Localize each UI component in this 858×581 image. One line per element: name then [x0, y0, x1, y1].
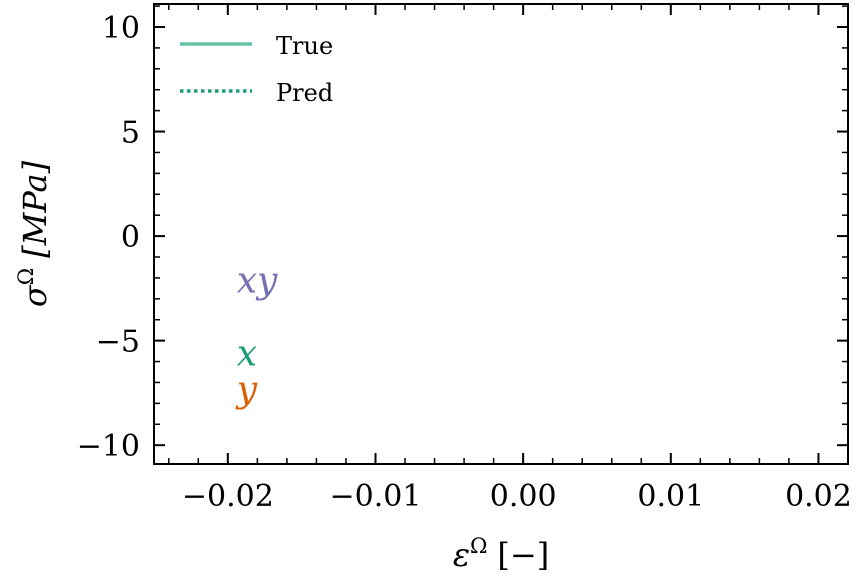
tick-labels: −0.02 −0.01 0.00 0.01 0.02 −10 −5 0 5 10	[77, 11, 852, 514]
annotation-x: x	[237, 334, 257, 375]
x-axis-label: εΩ [−]	[453, 534, 549, 574]
y-tick-label: −5	[96, 325, 140, 360]
plot-frame	[153, 3, 849, 465]
axis-ticks	[154, 4, 849, 464]
y-axis-label-base: σ	[16, 284, 54, 307]
y-axis-label-unit: [MPa]	[16, 160, 54, 257]
legend-label-pred: Pred	[276, 79, 333, 107]
x-tick-label: 0.02	[785, 479, 852, 514]
annotation-xy: xy	[237, 261, 278, 302]
y-tick-label: 10	[102, 11, 140, 46]
x-axis-label-base: ε	[453, 536, 470, 574]
x-tick-label: −0.02	[182, 479, 274, 514]
x-tick-label: −0.01	[330, 479, 422, 514]
annotations: xy xy	[235, 261, 278, 411]
y-axis-label-sup: Ω	[14, 268, 38, 285]
legend-label-true: True	[276, 32, 333, 60]
x-axis-label-unit: [−]	[497, 536, 549, 574]
x-axis-label-sup: Ω	[470, 534, 487, 558]
legend: True Pred	[180, 32, 333, 107]
annotation-y: y	[235, 369, 258, 410]
y-axis-label: σΩ [MPa]	[14, 160, 54, 307]
x-tick-label: 0.01	[637, 479, 704, 514]
y-tick-label: 0	[121, 220, 140, 255]
y-tick-label: 5	[121, 116, 140, 151]
y-tick-label: −10	[77, 429, 140, 464]
x-tick-label: 0.00	[490, 479, 557, 514]
